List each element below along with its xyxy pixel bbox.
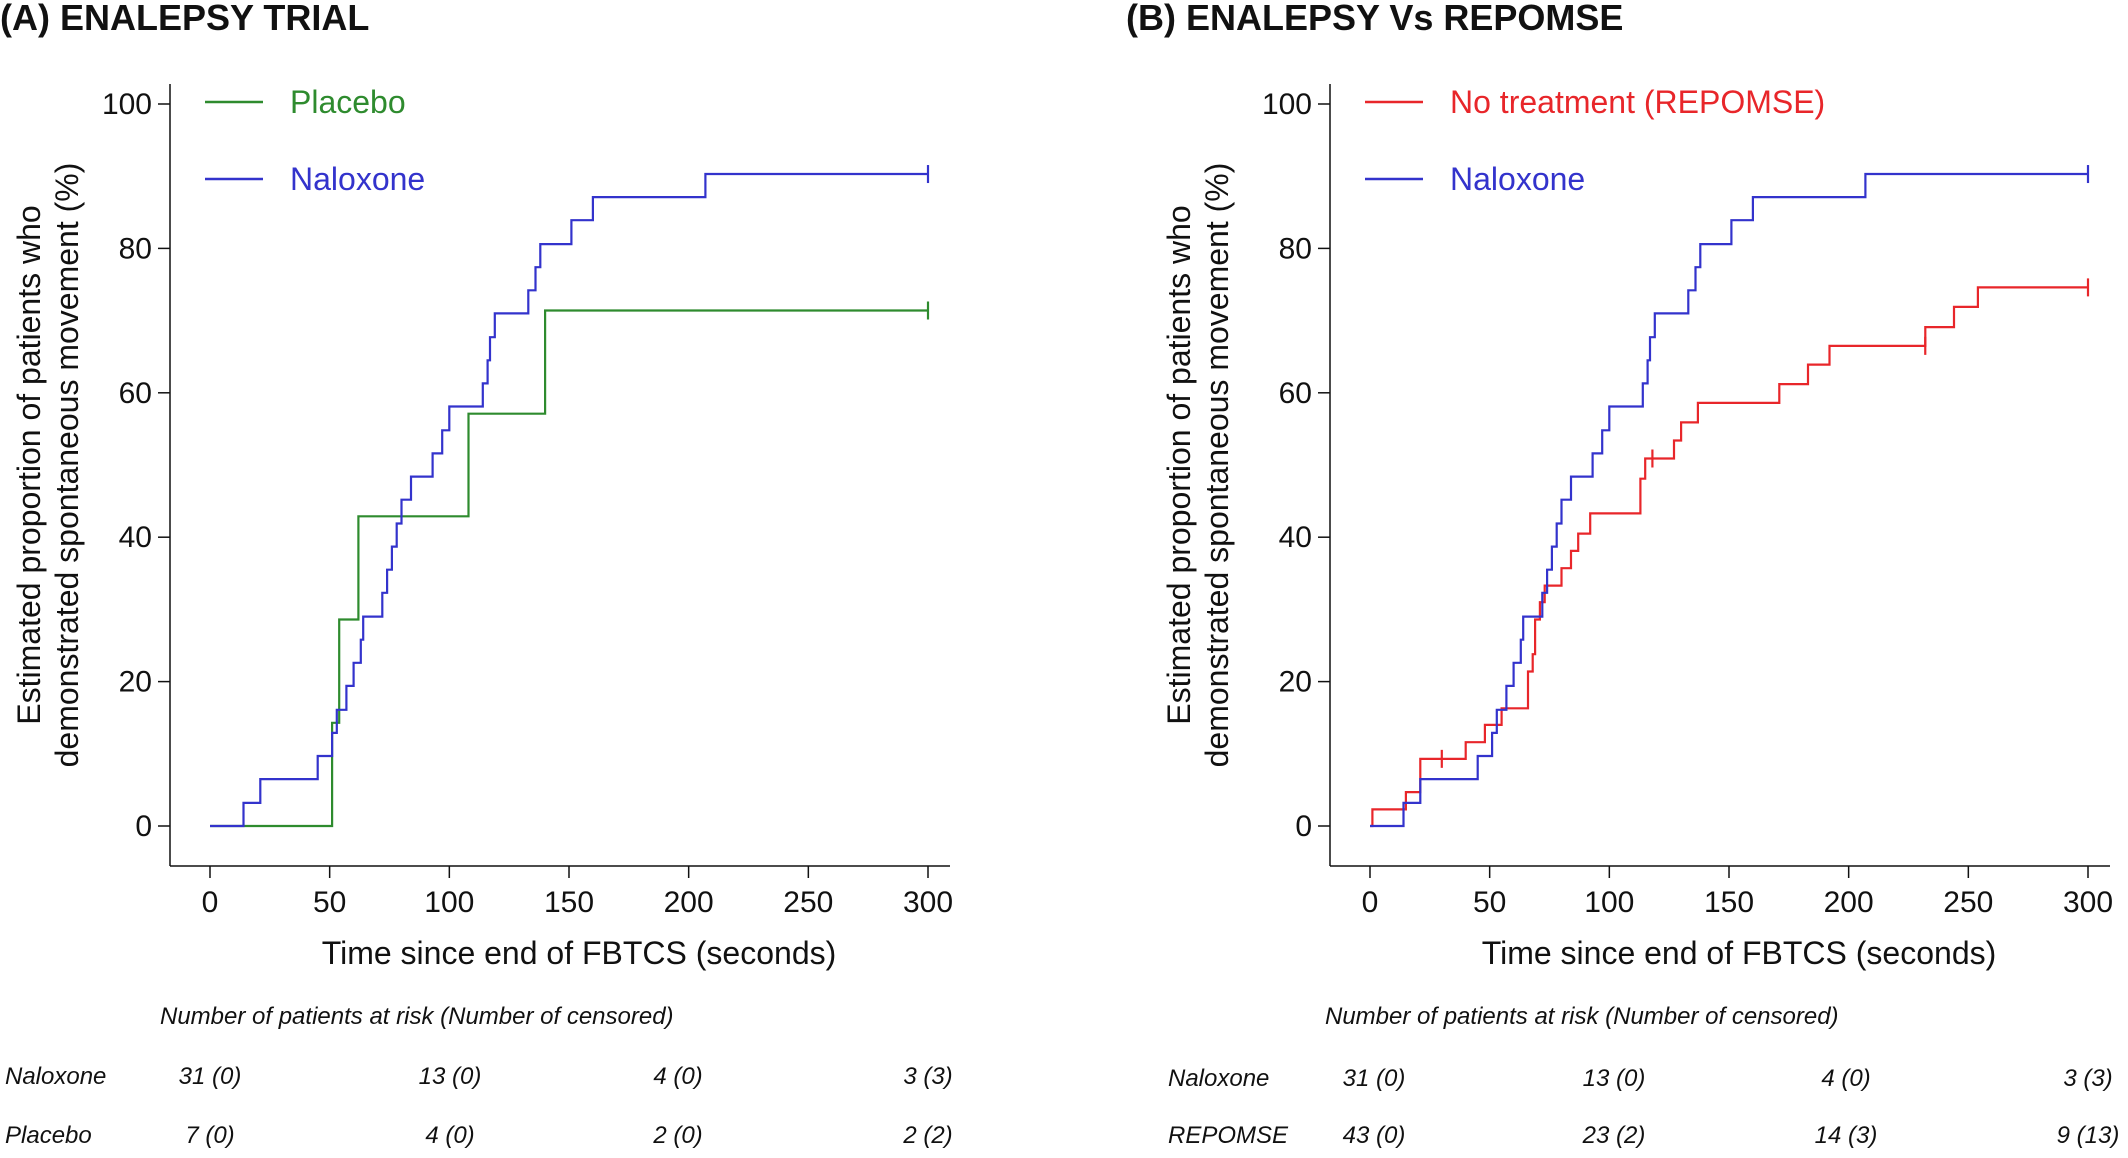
y-tick-label: 40 bbox=[119, 521, 152, 554]
y-axis-label: demonstrated spontaneous movement (%) bbox=[49, 163, 85, 768]
x-tick-label: 100 bbox=[424, 886, 474, 919]
legend-label: Placebo bbox=[290, 84, 406, 120]
risk-table-header: Number of patients at risk (Number of ce… bbox=[160, 1003, 674, 1030]
legend-label: Naloxone bbox=[1450, 161, 1585, 197]
risk-cell: 7 (0) bbox=[185, 1122, 234, 1149]
y-tick-label: 0 bbox=[1295, 810, 1312, 843]
x-tick-label: 250 bbox=[1943, 886, 1993, 919]
y-axis-label: Estimated proportion of patients who bbox=[1161, 205, 1197, 724]
x-tick-label: 250 bbox=[783, 886, 833, 919]
x-tick-label: 150 bbox=[544, 886, 594, 919]
y-axis-label: Estimated proportion of patients who bbox=[11, 205, 47, 724]
x-tick-label: 300 bbox=[2063, 886, 2113, 919]
x-axis-label: Time since end of FBTCS (seconds) bbox=[322, 935, 837, 971]
legend-label: No treatment (REPOMSE) bbox=[1450, 84, 1825, 120]
risk-cell: 23 (2) bbox=[1582, 1122, 1646, 1149]
legend-label: Naloxone bbox=[290, 161, 425, 197]
y-tick-label: 100 bbox=[1262, 88, 1312, 121]
y-tick-label: 80 bbox=[119, 232, 152, 265]
panel-b: (B) ENALEPSY Vs REPOMSE 0 20 40 60 80 100 0 50 10… bbox=[1126, 0, 2119, 1149]
risk-cell: 43 (0) bbox=[1343, 1122, 1406, 1149]
y-axis-label: demonstrated spontaneous movement (%) bbox=[1199, 163, 1235, 768]
risk-row-label: Placebo bbox=[5, 1122, 92, 1149]
panel-a: (A) ENALEPSY TRIAL 0 20 40 60 80 100 0 50 100 150 2… bbox=[0, 0, 953, 1149]
panel-title: (B) ENALEPSY Vs REPOMSE bbox=[1126, 0, 1623, 38]
x-tick-label: 50 bbox=[1473, 886, 1506, 919]
risk-cell: 9 (13) bbox=[2057, 1122, 2120, 1149]
risk-cell: 4 (0) bbox=[653, 1063, 702, 1090]
risk-cell: 2 (0) bbox=[652, 1122, 702, 1149]
y-tick-label: 100 bbox=[102, 88, 152, 121]
risk-cell: 2 (2) bbox=[902, 1122, 952, 1149]
y-tick-label: 20 bbox=[119, 666, 152, 699]
series-line-naloxone bbox=[210, 172, 928, 828]
risk-cell: 31 (0) bbox=[179, 1063, 242, 1090]
x-tick-label: 50 bbox=[313, 886, 346, 919]
x-tick-label: 0 bbox=[1362, 886, 1379, 919]
y-tick-label: 80 bbox=[1279, 232, 1312, 265]
risk-cell: 13 (0) bbox=[1583, 1065, 1646, 1092]
y-tick-label: 20 bbox=[1279, 666, 1312, 699]
y-tick-label: 60 bbox=[1279, 377, 1312, 410]
risk-row-label: Naloxone bbox=[1168, 1065, 1269, 1092]
x-tick-label: 200 bbox=[664, 886, 714, 919]
risk-cell: 13 (0) bbox=[419, 1063, 482, 1090]
x-tick-label: 300 bbox=[903, 886, 953, 919]
risk-cell: 4 (0) bbox=[1821, 1065, 1870, 1092]
y-tick-label: 60 bbox=[119, 377, 152, 410]
panel-title: (A) ENALEPSY TRIAL bbox=[0, 0, 369, 38]
y-tick-label: 0 bbox=[135, 810, 152, 843]
risk-cell: 3 (3) bbox=[903, 1063, 952, 1090]
y-tick-label: 40 bbox=[1279, 521, 1312, 554]
series-line-no-treatment-repomse- bbox=[1370, 286, 2088, 828]
x-tick-label: 100 bbox=[1584, 886, 1634, 919]
risk-cell: 31 (0) bbox=[1343, 1065, 1406, 1092]
x-axis-label: Time since end of FBTCS (seconds) bbox=[1482, 935, 1997, 971]
series-line-placebo bbox=[210, 309, 928, 828]
risk-table-header: Number of patients at risk (Number of ce… bbox=[1325, 1003, 1839, 1030]
risk-cell: 14 (3) bbox=[1815, 1122, 1878, 1149]
risk-row-label: REPOMSE bbox=[1168, 1122, 1289, 1149]
risk-cell: 4 (0) bbox=[425, 1122, 474, 1149]
x-tick-label: 0 bbox=[202, 886, 219, 919]
series-line-naloxone bbox=[1370, 172, 2088, 828]
risk-cell: 3 (3) bbox=[2063, 1065, 2112, 1092]
x-tick-label: 200 bbox=[1824, 886, 1874, 919]
risk-row-label: Naloxone bbox=[5, 1063, 106, 1090]
x-tick-label: 150 bbox=[1704, 886, 1754, 919]
